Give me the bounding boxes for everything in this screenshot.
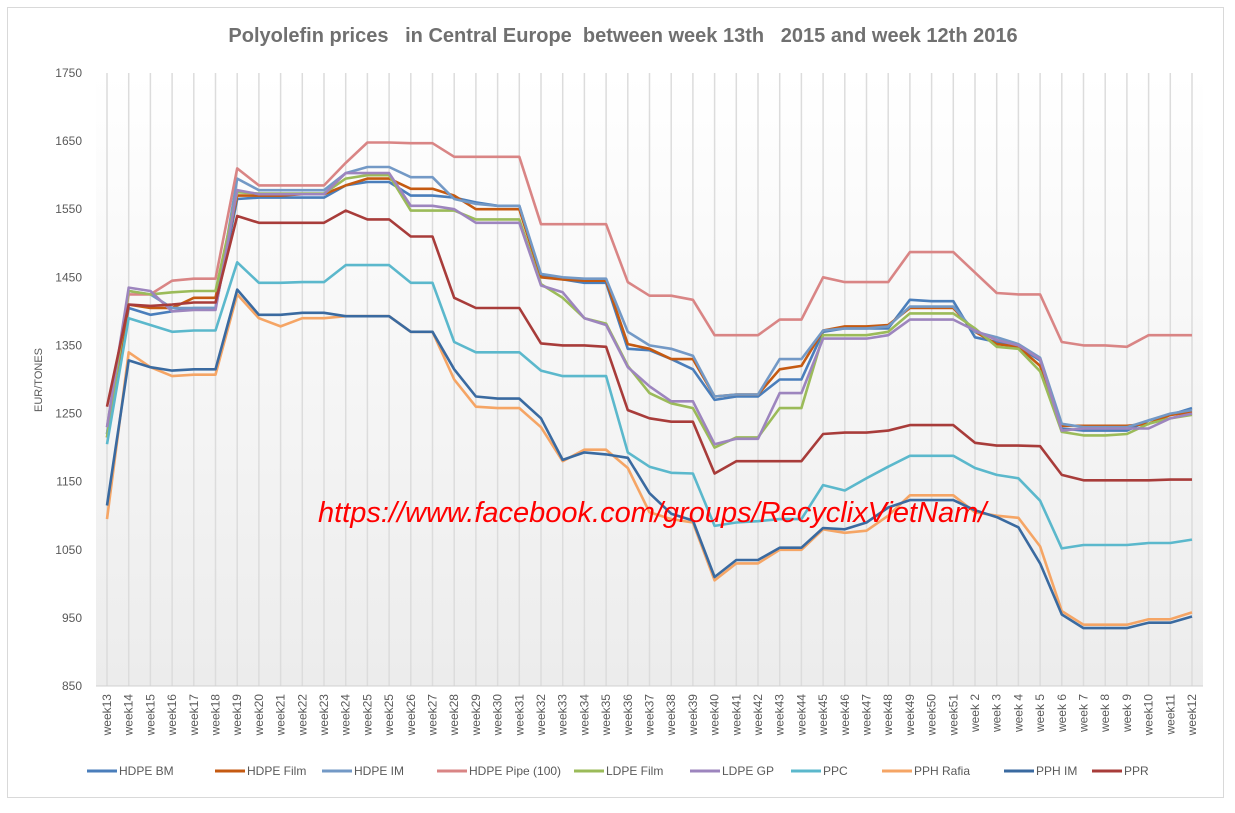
legend-item: HDPE BM bbox=[87, 764, 174, 778]
x-tick-label: week50 bbox=[925, 694, 939, 737]
x-tick-label: week23 bbox=[317, 694, 331, 737]
legend-label: PPC bbox=[823, 764, 848, 778]
x-tick-label: week 8 bbox=[1098, 694, 1112, 733]
legend-label: HDPE Film bbox=[247, 764, 306, 778]
y-tick-label: 1150 bbox=[56, 475, 82, 489]
y-axis-label: EUR/TONES bbox=[33, 348, 45, 412]
x-tick-label: week36 bbox=[621, 694, 635, 737]
series-line-ldpe-gp bbox=[105, 171, 1193, 446]
x-tick-label: week11 bbox=[1163, 694, 1177, 736]
legend-item: PPH Rafia bbox=[882, 764, 970, 778]
x-tick-label: week29 bbox=[469, 694, 483, 737]
x-tick-label: week34 bbox=[577, 694, 591, 737]
x-tick-label: week24 bbox=[339, 694, 353, 737]
legend-label: PPR bbox=[1124, 764, 1149, 778]
x-tick-label: week 2 bbox=[968, 694, 982, 733]
y-tick-label: 1650 bbox=[55, 134, 82, 148]
legend-item: HDPE IM bbox=[322, 764, 404, 778]
x-tick-label: week18 bbox=[209, 694, 223, 737]
x-tick-label: week10 bbox=[1142, 694, 1156, 737]
legend-item: PPH IM bbox=[1004, 764, 1077, 778]
x-tick-label: week39 bbox=[686, 694, 700, 737]
x-tick-label: week 6 bbox=[1055, 694, 1069, 733]
x-tick-label: week42 bbox=[751, 694, 765, 737]
x-tick-label: week 5 bbox=[1033, 694, 1047, 733]
legend-label: PPH IM bbox=[1036, 764, 1077, 778]
series-line-hdpe-pipe-100- bbox=[105, 141, 1192, 428]
y-tick-label: 850 bbox=[62, 679, 82, 693]
legend-label: LDPE Film bbox=[606, 764, 663, 778]
x-tick-label: week47 bbox=[860, 694, 874, 737]
chart-title: Polyolefin prices in Central Europe betw… bbox=[228, 25, 1017, 47]
legend-label: HDPE IM bbox=[354, 764, 404, 778]
legend-item: LDPE GP bbox=[690, 764, 774, 778]
x-tick-label: week 4 bbox=[1011, 694, 1025, 733]
legend-item: LDPE Film bbox=[574, 764, 663, 778]
x-tick-label: week38 bbox=[664, 694, 678, 737]
x-tick-label: week14 bbox=[122, 694, 136, 737]
x-tick-label: week43 bbox=[773, 694, 787, 737]
x-tick-label: week 9 bbox=[1120, 694, 1134, 733]
x-tick-label: week37 bbox=[643, 694, 657, 737]
x-tick-label: week33 bbox=[556, 694, 570, 737]
legend-label: PPH Rafia bbox=[914, 764, 970, 778]
legend-item: HDPE Film bbox=[215, 764, 306, 778]
y-tick-label: 1050 bbox=[55, 543, 82, 557]
x-tick-label: week25 bbox=[382, 694, 396, 737]
x-tick-label: week46 bbox=[838, 694, 852, 737]
x-tick-label: week44 bbox=[794, 694, 808, 737]
legend-item: PPR bbox=[1092, 764, 1149, 778]
x-tick-label: week15 bbox=[143, 694, 157, 737]
x-tick-label: week51 bbox=[946, 694, 960, 737]
x-tick-label: week19 bbox=[230, 694, 244, 737]
y-tick-label: 1250 bbox=[55, 407, 82, 421]
x-tick-label: week45 bbox=[816, 694, 830, 737]
y-tick-label: 1350 bbox=[55, 338, 82, 352]
x-tick-label: week28 bbox=[447, 694, 461, 737]
x-tick-label: week13 bbox=[100, 694, 114, 737]
y-tick-label: 950 bbox=[62, 611, 82, 625]
x-tick-label: week25 bbox=[360, 694, 374, 737]
x-tick-label: week 3 bbox=[990, 694, 1004, 733]
x-tick-label: week30 bbox=[491, 694, 505, 737]
x-tick-label: week32 bbox=[534, 694, 548, 737]
legend-item: HDPE Pipe (100) bbox=[437, 764, 561, 778]
series-line-ppc bbox=[105, 260, 1193, 550]
y-tick-label: 1550 bbox=[55, 202, 82, 216]
x-tick-label: week31 bbox=[512, 694, 526, 737]
x-tick-label: week22 bbox=[295, 694, 309, 737]
x-tick-label: week41 bbox=[729, 694, 743, 737]
x-tick-label: week21 bbox=[274, 694, 288, 737]
series-line-pph-rafia bbox=[105, 293, 1193, 627]
x-tick-label: week40 bbox=[708, 694, 722, 737]
chart-frame bbox=[7, 7, 1224, 798]
x-tick-label: week48 bbox=[881, 694, 895, 737]
x-tick-label: week16 bbox=[165, 694, 179, 737]
x-tick-label: week17 bbox=[187, 694, 201, 737]
y-tick-label: 1450 bbox=[55, 270, 82, 284]
legend-label: LDPE GP bbox=[722, 764, 774, 778]
watermark-annotation: https://www.facebook.com/groups/Recyclix… bbox=[318, 497, 989, 529]
series-line-ppr bbox=[105, 209, 1192, 482]
series-line-pph-im bbox=[105, 288, 1193, 630]
x-tick-label: week26 bbox=[404, 694, 418, 737]
x-tick-label: week12 bbox=[1185, 694, 1199, 737]
legend-item: PPC bbox=[791, 764, 848, 778]
x-tick-label: week 7 bbox=[1077, 694, 1091, 733]
x-tick-label: week35 bbox=[599, 694, 613, 737]
y-tick-label: 1750 bbox=[55, 66, 82, 80]
legend-label: HDPE Pipe (100) bbox=[469, 764, 561, 778]
x-tick-label: week27 bbox=[426, 694, 440, 737]
x-tick-label: week20 bbox=[252, 694, 266, 737]
legend-label: HDPE BM bbox=[119, 764, 174, 778]
x-tick-label: week49 bbox=[903, 694, 917, 737]
series-line-hdpe-im bbox=[105, 165, 1193, 435]
